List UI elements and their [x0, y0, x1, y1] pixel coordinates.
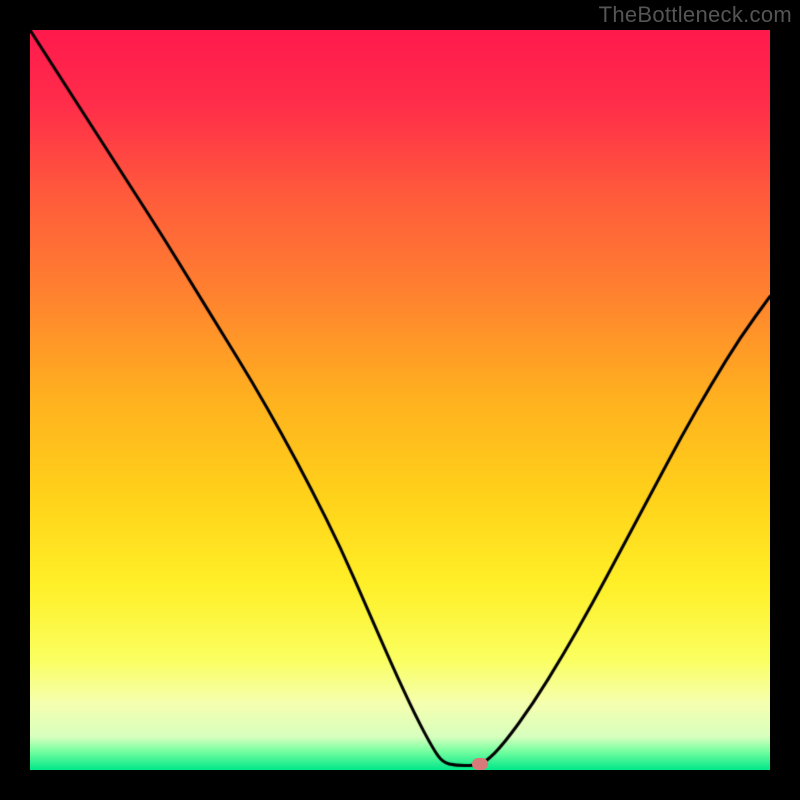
plot-area: [30, 30, 770, 770]
watermark-text: TheBottleneck.com: [599, 2, 792, 28]
chart-stage: TheBottleneck.com: [0, 0, 800, 800]
bottleneck-curve: [30, 30, 770, 770]
optimum-marker: [472, 758, 488, 770]
